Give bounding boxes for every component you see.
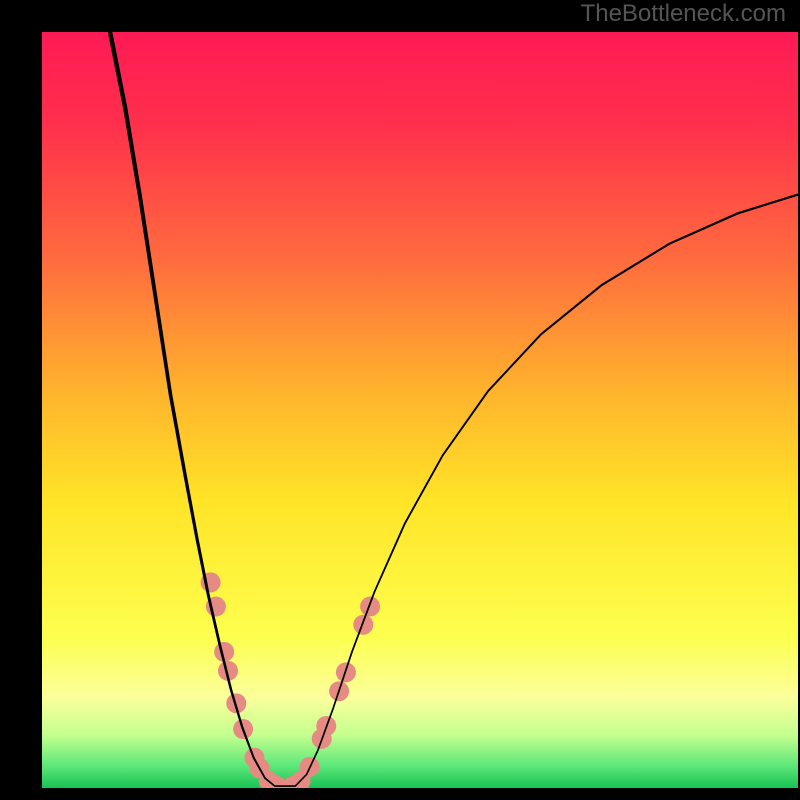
chart-svg — [42, 32, 798, 788]
watermark-text: TheBottleneck.com — [581, 0, 786, 28]
curve-right — [295, 193, 798, 786]
frame-left — [0, 32, 42, 788]
marker-dot — [353, 615, 373, 635]
marker-dot — [360, 597, 380, 617]
plot-area — [42, 32, 798, 788]
curve-left — [108, 32, 276, 787]
frame-bottom — [0, 788, 800, 800]
canvas: TheBottleneck.com — [0, 0, 800, 800]
